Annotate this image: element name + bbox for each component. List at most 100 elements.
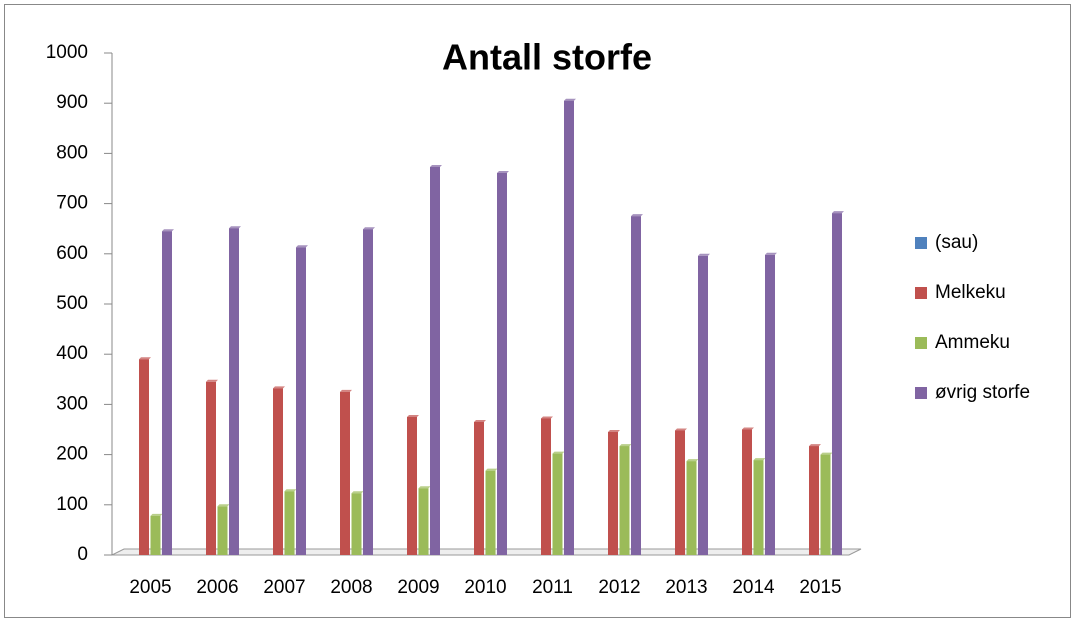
bar — [474, 419, 486, 555]
bar-face — [430, 166, 440, 556]
bar-top — [296, 245, 308, 248]
bar-face — [820, 454, 831, 555]
bar — [820, 452, 833, 555]
bar — [742, 427, 754, 555]
bar-top — [742, 427, 754, 430]
bar-face — [418, 488, 429, 555]
bar-face — [162, 231, 172, 555]
bar-face — [229, 228, 239, 555]
x-tick-label: 2014 — [732, 577, 775, 598]
bar-top — [418, 486, 431, 489]
bar — [351, 491, 364, 555]
bar-top — [541, 416, 553, 419]
bar — [753, 458, 766, 555]
bar — [809, 444, 821, 555]
bar — [430, 164, 442, 556]
x-tick-label: 2011 — [532, 577, 573, 598]
bar-face — [296, 247, 306, 556]
bar-face — [631, 216, 641, 555]
x-tick-label: 2009 — [397, 577, 439, 598]
bar — [631, 214, 643, 555]
bar-face — [753, 460, 764, 555]
y-tick-label: 400 — [56, 343, 88, 364]
bar — [229, 226, 241, 555]
bar — [485, 468, 498, 555]
bar-top — [407, 414, 419, 417]
legend-swatch — [915, 287, 927, 299]
bar — [162, 229, 174, 555]
y-tick-label: 500 — [56, 293, 88, 314]
legend-swatch — [915, 387, 927, 399]
bar-face — [675, 430, 685, 555]
bar — [619, 444, 632, 555]
bar — [564, 98, 576, 555]
bar-top — [229, 226, 241, 229]
bar-top — [363, 227, 375, 230]
bar-top — [430, 164, 442, 167]
bar — [340, 389, 352, 555]
bar-face — [608, 432, 618, 555]
bar — [273, 386, 285, 555]
bar-face — [485, 470, 496, 555]
bar-face — [284, 491, 295, 555]
bar-top — [619, 444, 632, 447]
bar-top — [564, 98, 576, 101]
bar — [765, 252, 777, 555]
bar — [608, 430, 620, 555]
chart-title: Antall storfe — [442, 37, 652, 78]
x-tick-label: 2015 — [799, 577, 841, 598]
bar-face — [150, 515, 161, 555]
bar-face — [809, 446, 819, 555]
bar — [206, 379, 218, 555]
bar-face — [698, 255, 708, 556]
bar — [686, 459, 699, 555]
bar-face — [217, 506, 228, 555]
bar-face — [139, 359, 149, 555]
bar — [407, 414, 419, 555]
x-tick-label: 2008 — [330, 577, 372, 598]
bar-top — [698, 253, 710, 256]
bar-top — [765, 252, 777, 255]
legend-swatch — [915, 337, 927, 349]
bar — [217, 504, 230, 555]
x-tick-label: 2013 — [665, 577, 707, 598]
bar-face — [273, 388, 283, 555]
bar-top — [340, 389, 352, 392]
legend-swatch — [915, 237, 927, 249]
bar-top — [351, 491, 364, 494]
bar-face — [552, 453, 563, 555]
bar-top — [162, 229, 174, 232]
bar — [150, 513, 163, 555]
y-tick-label: 100 — [56, 494, 88, 515]
bar — [296, 245, 308, 556]
x-tick-label: 2012 — [598, 577, 640, 598]
bar-top — [631, 214, 643, 217]
bar-top — [206, 379, 218, 382]
y-tick-label: 800 — [56, 142, 88, 163]
bar-top — [675, 428, 687, 431]
bar-face — [206, 381, 216, 555]
bar — [284, 489, 297, 555]
bar-face — [351, 493, 362, 555]
bar-top — [608, 430, 620, 433]
bar-face — [564, 100, 574, 555]
legend-label: øvrig storfe — [935, 382, 1030, 403]
bar-top — [474, 419, 486, 422]
y-tick-label: 700 — [56, 193, 88, 214]
bar-face — [340, 391, 350, 555]
bar-top — [284, 489, 297, 492]
bar — [698, 253, 710, 556]
bar-top — [686, 459, 699, 462]
y-tick-label: 1000 — [46, 42, 88, 63]
y-tick-label: 300 — [56, 393, 88, 414]
chart-border — [4, 4, 1071, 618]
bar-face — [742, 429, 752, 555]
bar — [552, 451, 565, 555]
y-tick-label: 200 — [56, 444, 88, 465]
x-tick-label: 2005 — [129, 577, 171, 598]
bar-top — [497, 170, 509, 173]
bar-face — [497, 172, 507, 555]
legend-label: (sau) — [935, 232, 978, 253]
y-tick-label: 600 — [56, 243, 88, 264]
